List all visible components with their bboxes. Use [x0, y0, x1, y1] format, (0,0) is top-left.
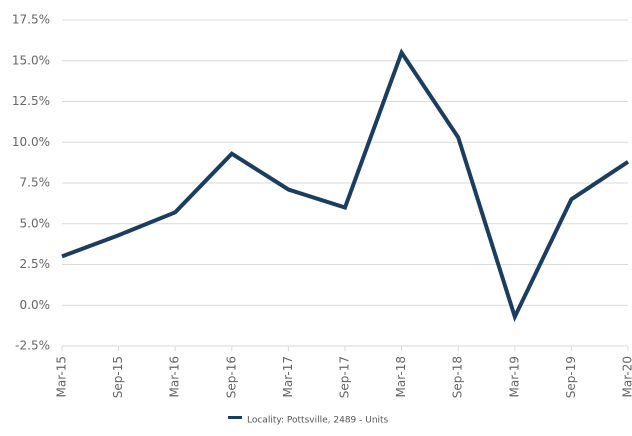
legend-swatch: [228, 416, 242, 419]
y-tick-label: -2.5%: [15, 339, 50, 353]
series-line[interactable]: [61, 48, 630, 323]
y-tick-label: 7.5%: [20, 176, 51, 190]
y-tick-label: 2.5%: [20, 257, 51, 271]
x-tick-label: Mar-19: [507, 356, 521, 397]
x-tick-label: Mar-18: [394, 356, 408, 397]
y-tick-label: 15.0%: [12, 53, 50, 67]
y-tick-label: 5.0%: [20, 216, 51, 230]
series-layer: [61, 48, 630, 323]
legend[interactable]: Locality: Pottsville, 2489 - Units: [228, 416, 389, 426]
x-tick-label: Sep-18: [451, 356, 465, 398]
x-tick-label: Sep-17: [338, 356, 352, 398]
gridlines: [62, 19, 628, 347]
legend-label: Locality: Pottsville, 2489 - Units: [247, 416, 389, 426]
x-tick-label: Sep-19: [564, 356, 578, 398]
y-tick-label: 17.5%: [12, 13, 50, 27]
x-tick-label: Sep-15: [111, 356, 125, 398]
x-tick-label: Mar-17: [281, 356, 295, 397]
y-tick-label: 0.0%: [20, 298, 51, 312]
y-axis-tick-labels: 17.5% 15.0% 12.5% 10.0% 7.5% 5.0% 2.5% 0.0% -2.5…: [12, 13, 50, 353]
x-tick-label: Mar-16: [168, 356, 182, 397]
x-tick-label: Sep-16: [224, 356, 238, 398]
x-tick-label: Mar-15: [55, 356, 69, 397]
x-axis-tick-labels: Mar-15 Sep-15 Mar-16 Sep-16 Mar-17 Sep-17 Mar-…: [55, 346, 632, 398]
y-tick-label: 12.5%: [12, 94, 50, 108]
y-tick-label: 10.0%: [12, 135, 50, 149]
x-tick-label: Mar-20: [621, 356, 632, 397]
